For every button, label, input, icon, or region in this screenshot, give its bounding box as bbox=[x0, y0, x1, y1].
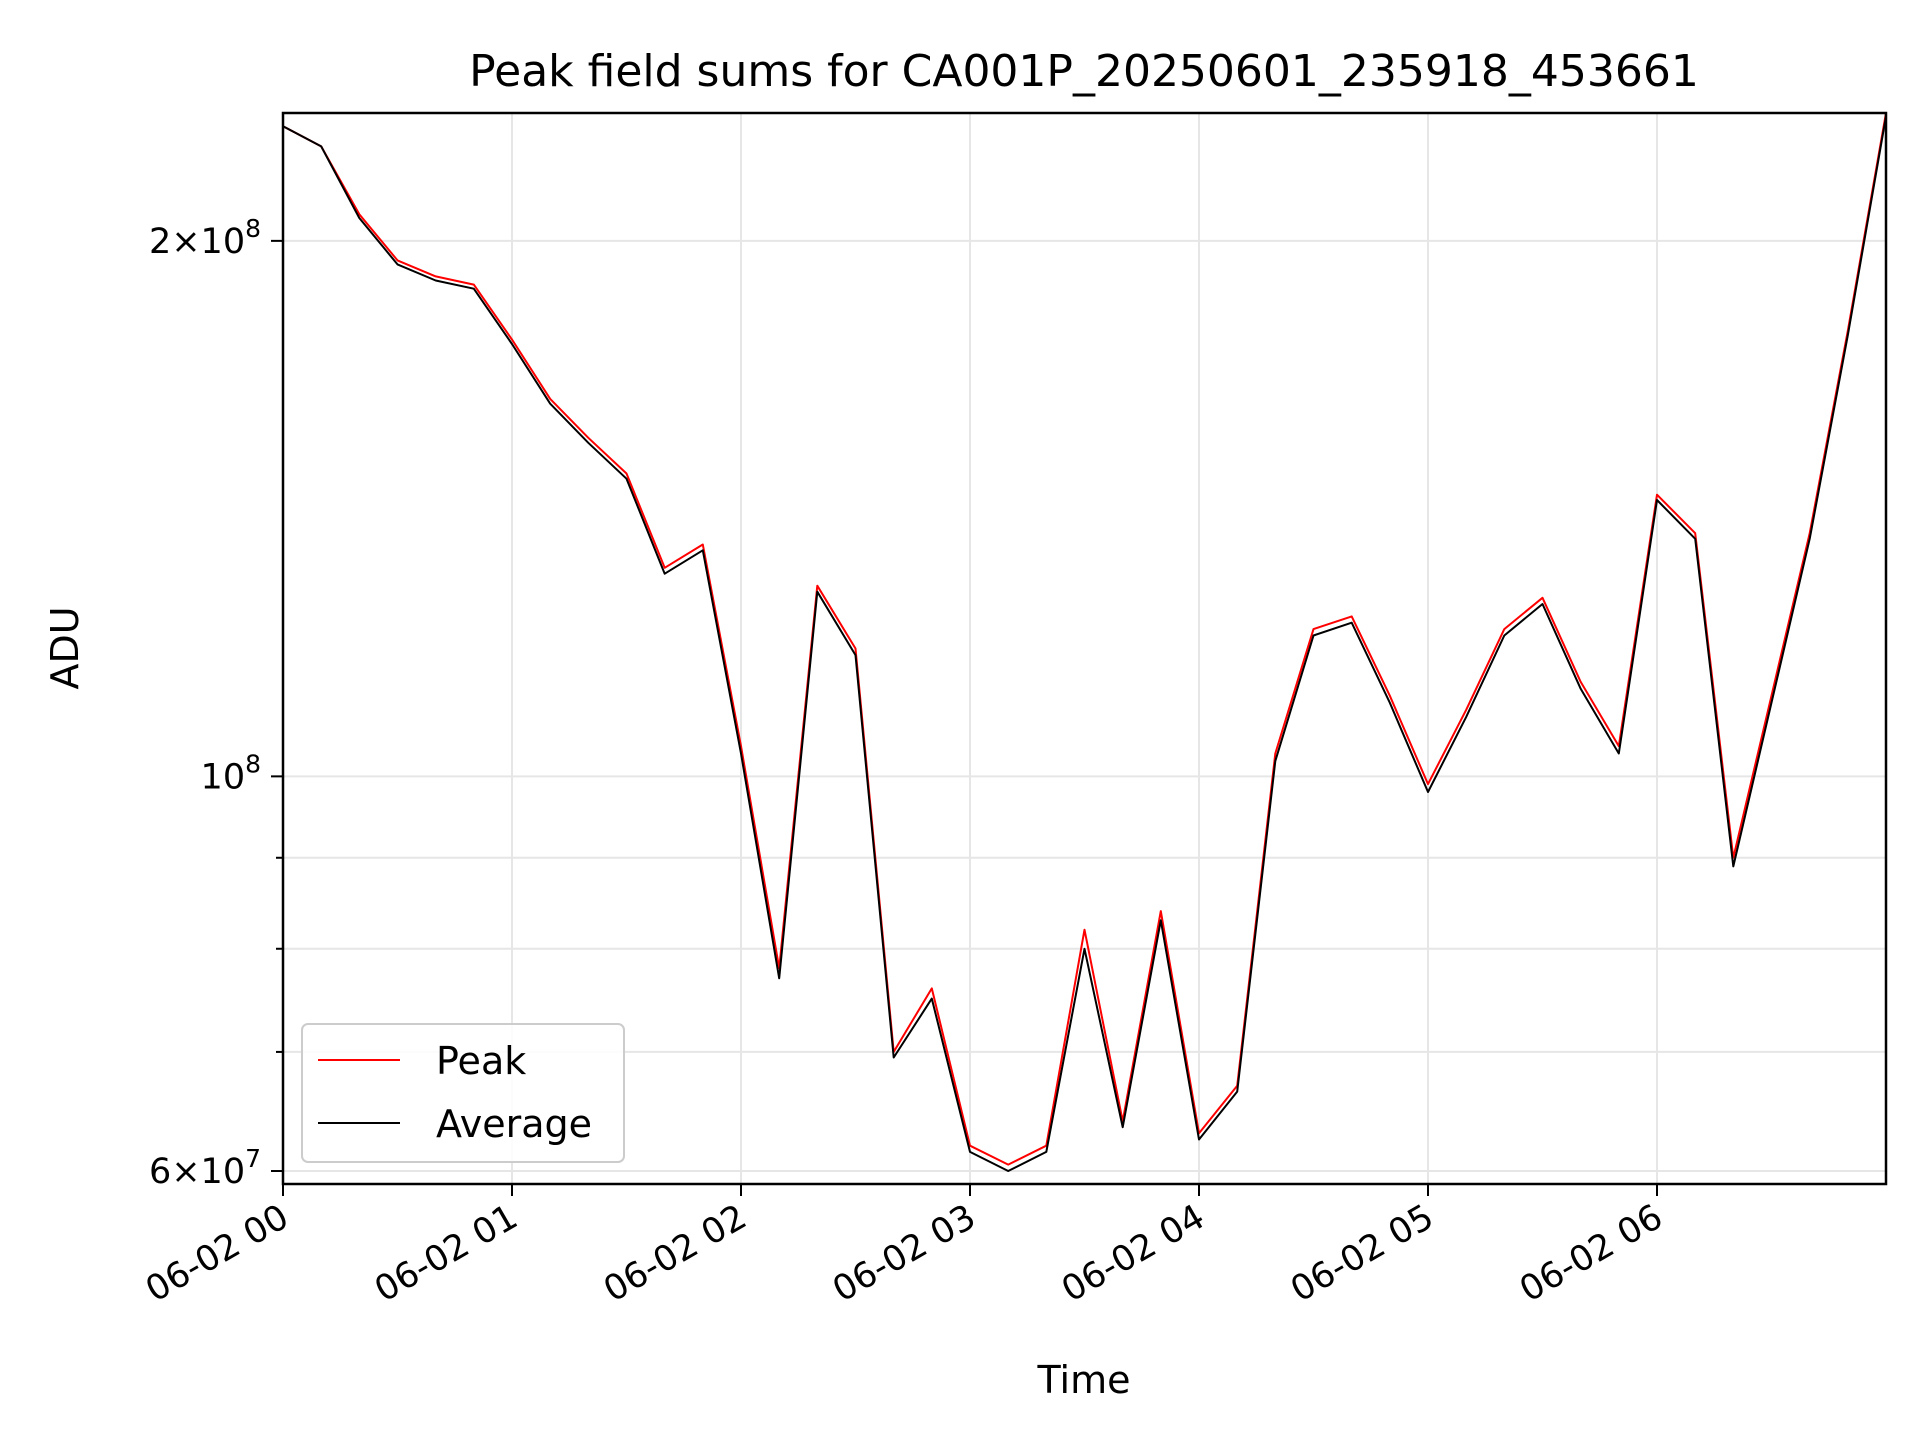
y-tick-label: 108 bbox=[201, 749, 261, 797]
legend-box bbox=[301, 1023, 625, 1163]
x-axis-label: Time bbox=[1037, 1358, 1131, 1402]
y-tick-label: 2×108 bbox=[149, 214, 261, 262]
plot-frame bbox=[281, 111, 1888, 1186]
series-layer bbox=[282, 112, 1887, 1172]
legend-label-average: Average bbox=[436, 1102, 592, 1146]
series-line-peak bbox=[282, 112, 1887, 1166]
legend-label-peak: Peak bbox=[436, 1039, 526, 1083]
y-tick-label: 6×107 bbox=[149, 1144, 261, 1192]
legend: Peak Average bbox=[301, 1023, 625, 1163]
series-line-average bbox=[282, 116, 1887, 1172]
y-axis-label: ADU bbox=[43, 606, 87, 689]
y-axis: 6×107 108 2×108 bbox=[149, 214, 283, 1192]
chart-title: Peak field sums for CA001P_20250601_2359… bbox=[469, 46, 1699, 97]
